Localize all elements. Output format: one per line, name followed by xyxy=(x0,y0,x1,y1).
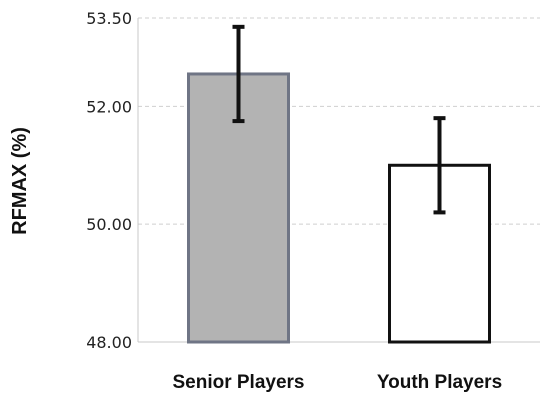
y-axis-title: RFMAX (%) xyxy=(9,127,31,235)
y-tick-label: 53.50 xyxy=(86,9,132,28)
y-axis-ticks: 48.00 50.00 52.00 53.50 xyxy=(86,9,132,352)
x-category-label: Senior Players xyxy=(172,372,304,393)
x-axis-categories: Senior Players Youth Players xyxy=(172,372,502,393)
error-bar xyxy=(433,116,446,215)
y-tick-label: 50.00 xyxy=(86,215,132,234)
x-category-label: Youth Players xyxy=(377,372,502,393)
y-tick-label: 52.00 xyxy=(86,97,132,116)
error-bar xyxy=(232,24,245,124)
y-tick-label: 48.00 xyxy=(86,333,132,352)
bars xyxy=(187,72,491,344)
error-bars xyxy=(232,24,446,215)
